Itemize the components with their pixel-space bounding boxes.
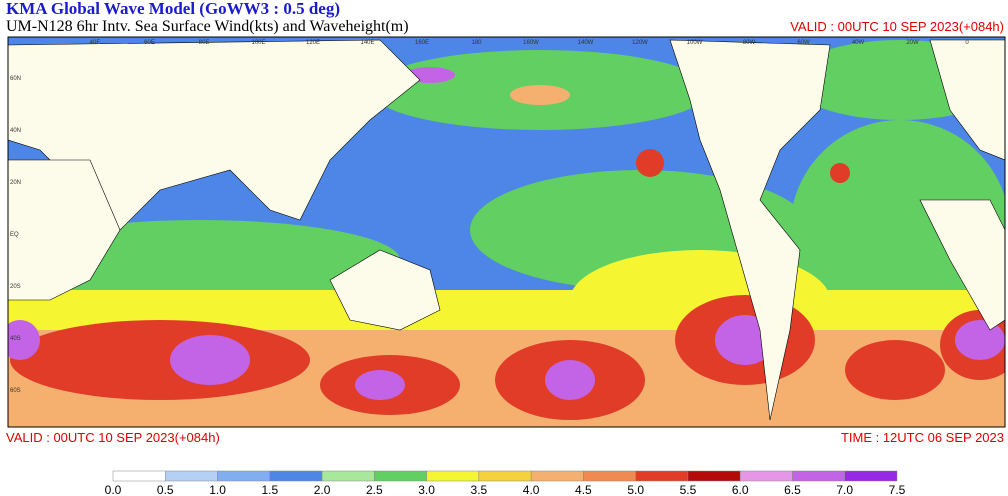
colorbar-label: 0.5: [157, 483, 174, 496]
lon-label: 180: [471, 40, 482, 46]
lat-label: 40S: [10, 336, 21, 342]
colorbar-swatch: [269, 470, 323, 482]
colorbar-label: 4.5: [575, 483, 592, 496]
lon-label: 160E: [415, 40, 429, 46]
colorbar: 0.0 0.5 1.0 1.5 2.0 2.5 3.0 3.5 4.0 4.5 5.0 5.5 6.0 6…: [105, 470, 906, 496]
colorbar-swatch: [217, 470, 271, 482]
colorbar-label: 0.0: [105, 483, 122, 496]
title: KMA Global Wave Model (GoWW3 : 0.5 deg): [6, 0, 340, 18]
lon-label: 160W: [523, 40, 539, 46]
subtitle: UM-N128 6hr Intv. Sea Surface Wind(kts) …: [6, 18, 409, 35]
colorbar-swatch: [478, 470, 532, 482]
lon-label: 140W: [578, 40, 594, 46]
colorbar-label: 1.0: [209, 483, 226, 496]
lon-label: 60W: [797, 40, 810, 46]
lat-labels: 60N 40N 20N EQ 20S 40S 60S: [10, 76, 21, 394]
lon-label: 60E: [144, 40, 155, 46]
lon-label: 80W: [743, 40, 756, 46]
colorbar-label: 3.5: [471, 483, 488, 496]
colorbar-swatch: [374, 470, 427, 482]
valid-top: VALID : 00UTC 10 SEP 2023(+084h): [790, 19, 1004, 34]
colorbar-label: 4.0: [523, 483, 540, 496]
colorbar-label: 7.5: [889, 483, 906, 496]
lon-label: 100W: [687, 40, 703, 46]
colorbar-label: 1.5: [261, 483, 278, 496]
lat-label: 60N: [10, 76, 21, 82]
lon-label: 80E: [199, 40, 210, 46]
colorbar-swatch: [321, 470, 375, 482]
colorbar-swatch: [426, 470, 480, 482]
colorbar-label: 2.0: [314, 483, 331, 496]
lon-labels: 40E 60E 80E 100E 120E 140E 160E 180 160W 140W 120W…: [90, 40, 970, 46]
map: 40E 60E 80E 100E 120E 140E 160E 180 160W 140W 120W…: [7, 36, 1006, 428]
colorbar-label: 3.0: [418, 483, 435, 496]
lat-label: 40N: [10, 128, 21, 134]
colorbar-label: 6.5: [784, 483, 801, 496]
lon-label: 140E: [360, 40, 374, 46]
colorbar-label: 2.5: [366, 483, 383, 496]
colorbar-swatch: [739, 470, 793, 482]
lon-label: 120W: [632, 40, 648, 46]
colorbar-swatch: [792, 470, 845, 482]
colorbar-swatch: [687, 470, 741, 482]
colorbar-label: 5.0: [627, 483, 644, 496]
colorbar-label: 7.0: [836, 483, 853, 496]
colorbar-label: 5.5: [680, 483, 697, 496]
valid-bottom: VALID : 00UTC 10 SEP 2023(+084h): [6, 430, 220, 445]
lon-label: 20W: [906, 40, 919, 46]
run-time: TIME : 12UTC 06 SEP 2023: [841, 430, 1004, 445]
lon-label: 120E: [306, 40, 320, 46]
colorbar-label: 6.0: [732, 483, 749, 496]
colorbar-swatch: [583, 470, 636, 482]
lon-label: 40W: [852, 40, 865, 46]
colorbar-swatch: [112, 470, 166, 482]
lon-label: 0: [965, 40, 969, 46]
lat-label: EQ: [10, 232, 19, 238]
lon-label: 100E: [251, 40, 265, 46]
colorbar-swatch: [165, 470, 218, 482]
colorbar-swatch: [635, 470, 689, 482]
lat-label: 60S: [10, 388, 21, 394]
colorbar-swatch: [844, 470, 898, 482]
colorbar-swatch: [530, 470, 584, 482]
lat-label: 20S: [10, 284, 21, 290]
lat-label: 20N: [10, 180, 21, 186]
lon-label: 40E: [90, 40, 101, 46]
